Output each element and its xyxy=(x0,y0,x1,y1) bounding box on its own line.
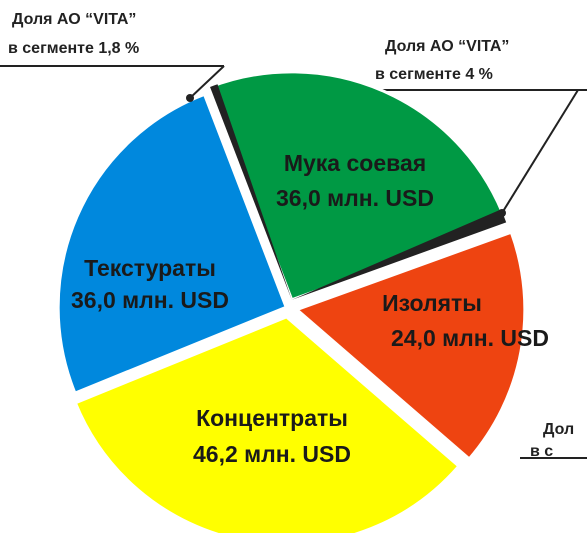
pie-slice xyxy=(73,315,461,533)
annotation: Доля АО “VITA” xyxy=(385,38,509,55)
annotation-leader xyxy=(501,89,579,214)
slice-label: Концентраты xyxy=(196,405,348,431)
annotation: Доля АО “VITA” xyxy=(12,11,136,28)
annotation-leader xyxy=(189,65,225,99)
annotation: в сегменте 4 % xyxy=(375,66,493,83)
value-label: 36,0 млн. USD xyxy=(71,287,229,313)
leader-dot xyxy=(498,209,506,217)
pie-slice xyxy=(293,230,527,462)
value-label: 46,2 млн. USD xyxy=(193,441,351,467)
value-label: 24,0 млн. USD xyxy=(391,325,549,351)
leader-dot xyxy=(186,94,194,102)
pie-slice xyxy=(56,92,289,396)
share-sliver xyxy=(210,84,292,300)
annotation: Дол xyxy=(543,421,574,438)
share-sliver xyxy=(291,209,507,300)
slice-label: Изоляты xyxy=(382,290,482,316)
annotation: в сегменте 1,8 % xyxy=(8,40,139,57)
slice-label: Текстураты xyxy=(84,255,216,281)
annotation: в с xyxy=(530,443,553,460)
slice-label: Мука соевая xyxy=(284,150,426,176)
value-label: 36,0 млн. USD xyxy=(276,185,434,211)
